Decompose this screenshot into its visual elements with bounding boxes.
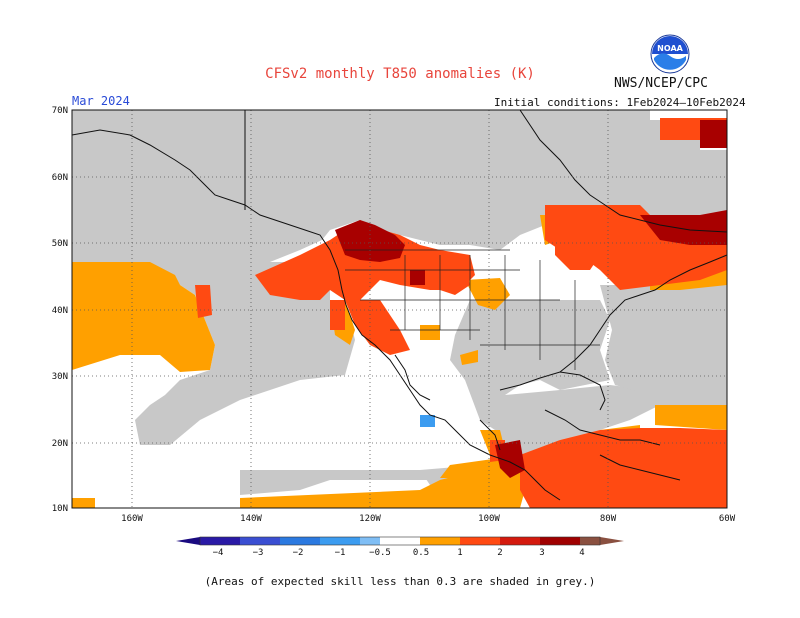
legend-swatch: [420, 537, 460, 545]
legend-swatch: [460, 537, 500, 545]
legend-label: −3: [253, 548, 264, 558]
lat-label: 40N: [52, 306, 68, 316]
lon-label: 80W: [600, 514, 617, 524]
legend-swatch: [380, 537, 420, 545]
lon-label: 100W: [478, 514, 500, 524]
lon-label: 60W: [719, 514, 736, 524]
latitude-labels: 70N 60N 50N 40N 30N 20N 10N: [52, 106, 68, 514]
lat-label: 30N: [52, 372, 68, 382]
lat-label: 70N: [52, 106, 68, 116]
legend-swatch: [280, 537, 320, 545]
legend-swatch: [320, 537, 360, 545]
lat-label: 60N: [52, 173, 68, 183]
legend-label: −1: [335, 548, 346, 558]
legend-label: 1: [457, 548, 462, 558]
lon-label: 160W: [121, 514, 143, 524]
map-title: CFSv2 monthly T850 anomalies (K): [265, 66, 535, 82]
legend-arrow-left: [176, 537, 200, 545]
legend-label: 4: [579, 548, 584, 558]
lat-label: 50N: [52, 239, 68, 249]
forecast-month: Mar 2024: [72, 94, 130, 108]
legend-swatch: [360, 537, 380, 545]
legend-swatch: [540, 537, 580, 545]
legend-frame: [199, 536, 601, 546]
color-legend: −4 −3 −2 −1 −0.5 0.5 1 2 3 4: [176, 536, 624, 558]
legend-label: −0.5: [369, 548, 391, 558]
legend-swatch: [500, 537, 540, 545]
noaa-logo-icon: NOAA: [650, 34, 690, 74]
coastlines: [71, 109, 728, 501]
longitude-labels: 160W 140W 120W 100W 80W 60W: [121, 514, 736, 524]
legend-label: 3: [539, 548, 544, 558]
lon-label: 120W: [359, 514, 381, 524]
legend-arrow-right: [600, 537, 624, 545]
legend-label: −4: [213, 548, 224, 558]
legend-swatch: [200, 537, 240, 545]
agency-label: NWS/NCEP/CPC: [614, 76, 708, 91]
logo-text: NOAA: [657, 44, 683, 53]
map-frame: [71, 109, 728, 509]
legend-swatch: [580, 537, 600, 545]
initial-conditions: Initial conditions: 1Feb2024–10Feb2024: [494, 96, 746, 109]
low-skill-areas: [72, 110, 727, 495]
lat-label: 10N: [52, 504, 68, 514]
anomaly-2-to-3: [335, 120, 727, 478]
state-boundaries: [345, 249, 600, 370]
skill-footnote: (Areas of expected skill less than 0.3 a…: [204, 575, 596, 588]
anomaly-minus-1-patch: [420, 415, 435, 427]
legend-label: 2: [497, 548, 502, 558]
legend-swatch: [240, 537, 280, 545]
lat-label: 20N: [52, 439, 68, 449]
legend-label: −2: [293, 548, 304, 558]
anomaly-0-5-to-1: [72, 215, 727, 508]
lon-label: 140W: [240, 514, 262, 524]
legend-label: 0.5: [413, 548, 429, 558]
